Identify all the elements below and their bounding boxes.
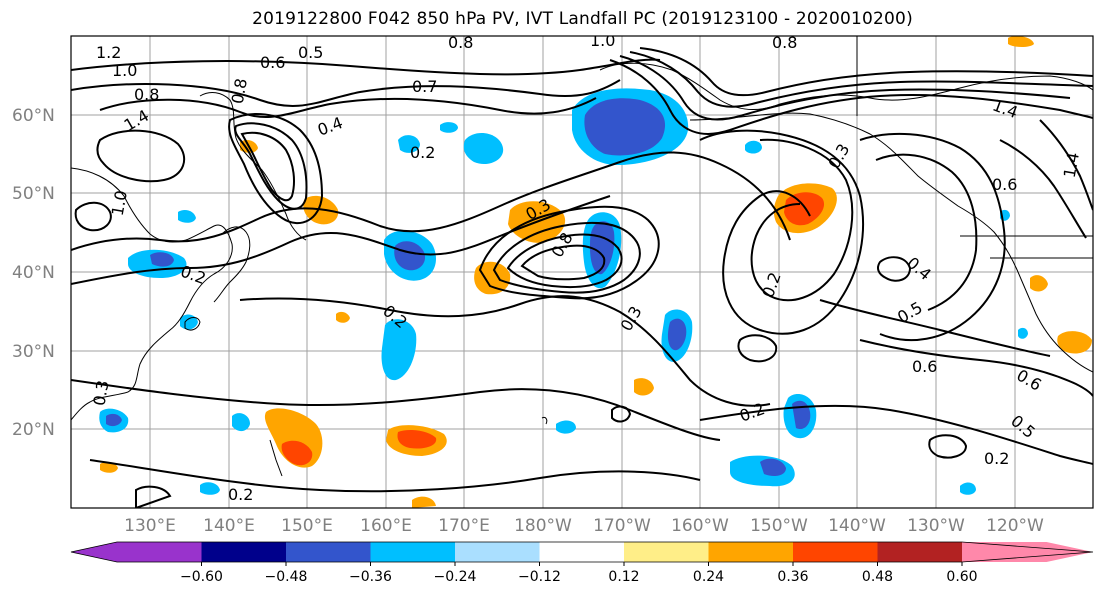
colorbar-tick-label: 0.36 xyxy=(777,569,808,585)
colorbar-cell xyxy=(962,542,1093,562)
colorbar-tick-label: 0.12 xyxy=(608,569,639,585)
map-border xyxy=(70,35,1094,509)
contour-label: 0.8 xyxy=(134,85,159,104)
contour-label: 1.0 xyxy=(108,189,131,217)
contour-label: 1.2 xyxy=(96,43,121,62)
colorbar-cell xyxy=(708,542,794,562)
contour-label: 0.2 xyxy=(228,485,253,504)
lon-label: 160°E xyxy=(360,516,412,536)
lon-label: 140°E xyxy=(203,516,255,536)
lat-label: 60°N xyxy=(12,106,55,126)
contour-label: 1.0 xyxy=(112,61,137,80)
colorbar-cell xyxy=(455,542,540,562)
contour-label: 0.6 xyxy=(992,175,1017,194)
lon-label: 130°E xyxy=(124,516,176,536)
colorbar-tick-label: −0.48 xyxy=(265,569,308,585)
map-title: 2019122800 F042 850 hPa PV, IVT Landfall… xyxy=(252,9,913,29)
contour-label: 0.8 xyxy=(228,77,251,105)
colorbar-cell xyxy=(71,542,202,562)
contour-label: 0.8 xyxy=(448,33,473,52)
alaska-coast xyxy=(689,112,1093,373)
colorbar-tick-label: −0.12 xyxy=(518,569,561,585)
latitude-labels: 60°N 50°N 40°N 30°N 20°N xyxy=(12,106,55,440)
colorbar-cell xyxy=(286,542,371,562)
pv-contours xyxy=(71,47,1093,508)
lon-label: 180°W xyxy=(514,516,572,536)
lat-label: 20°N xyxy=(12,420,55,440)
colorbar-outline xyxy=(70,541,1094,563)
contour-label: 1.0 xyxy=(590,31,615,50)
colorbar-cell xyxy=(370,542,456,562)
longitude-labels: 130°E 140°E 150°E 160°E 170°E 180°W 170°… xyxy=(124,516,1044,536)
colorbar-cell xyxy=(201,542,287,562)
contour-label: 0.5 xyxy=(298,43,323,62)
contour-label: 0.3 xyxy=(89,379,112,407)
lat-label: 40°N xyxy=(12,263,55,283)
colorbar-tick-label: −0.60 xyxy=(180,569,223,585)
lon-label: 130°W xyxy=(907,516,965,536)
colorbar-cell xyxy=(624,542,709,562)
contour-label: 0.7 xyxy=(412,77,437,96)
lon-label: 120°W xyxy=(986,516,1044,536)
asia-coast xyxy=(71,167,233,421)
colorbar-tick-label: −0.24 xyxy=(434,569,477,585)
contour-label: 0.6 xyxy=(912,357,937,376)
colorbar: −0.60 −0.48 −0.36 −0.24 −0.12 0.12 0.24 0.36 0.4… xyxy=(70,541,1094,585)
colorbar-tick-label: 0.24 xyxy=(693,569,724,585)
contour-label: 0.2 xyxy=(410,143,435,162)
lon-label: 170°W xyxy=(593,516,651,536)
colorbar-tick-label: −0.36 xyxy=(349,569,392,585)
lon-label: 150°W xyxy=(750,516,808,536)
colorbar-cell xyxy=(793,542,878,562)
contour-label: 0.2 xyxy=(984,449,1009,468)
colorbar-tick-label: 0.48 xyxy=(862,569,893,585)
colorbar-tick-label: 0.60 xyxy=(946,569,977,585)
lon-label: 140°W xyxy=(828,516,886,536)
lon-label: 160°W xyxy=(671,516,729,536)
colorbar-cell xyxy=(539,542,625,562)
colorbar-cell xyxy=(877,542,963,562)
contour-label: 1.4 xyxy=(1060,151,1083,179)
lat-label: 30°N xyxy=(12,342,55,362)
lon-label: 170°E xyxy=(438,516,490,536)
lon-label: 150°E xyxy=(281,516,333,536)
contour-label: 0.8 xyxy=(772,33,797,52)
lat-label: 50°N xyxy=(12,184,55,204)
contour-label: 0.6 xyxy=(260,53,285,72)
